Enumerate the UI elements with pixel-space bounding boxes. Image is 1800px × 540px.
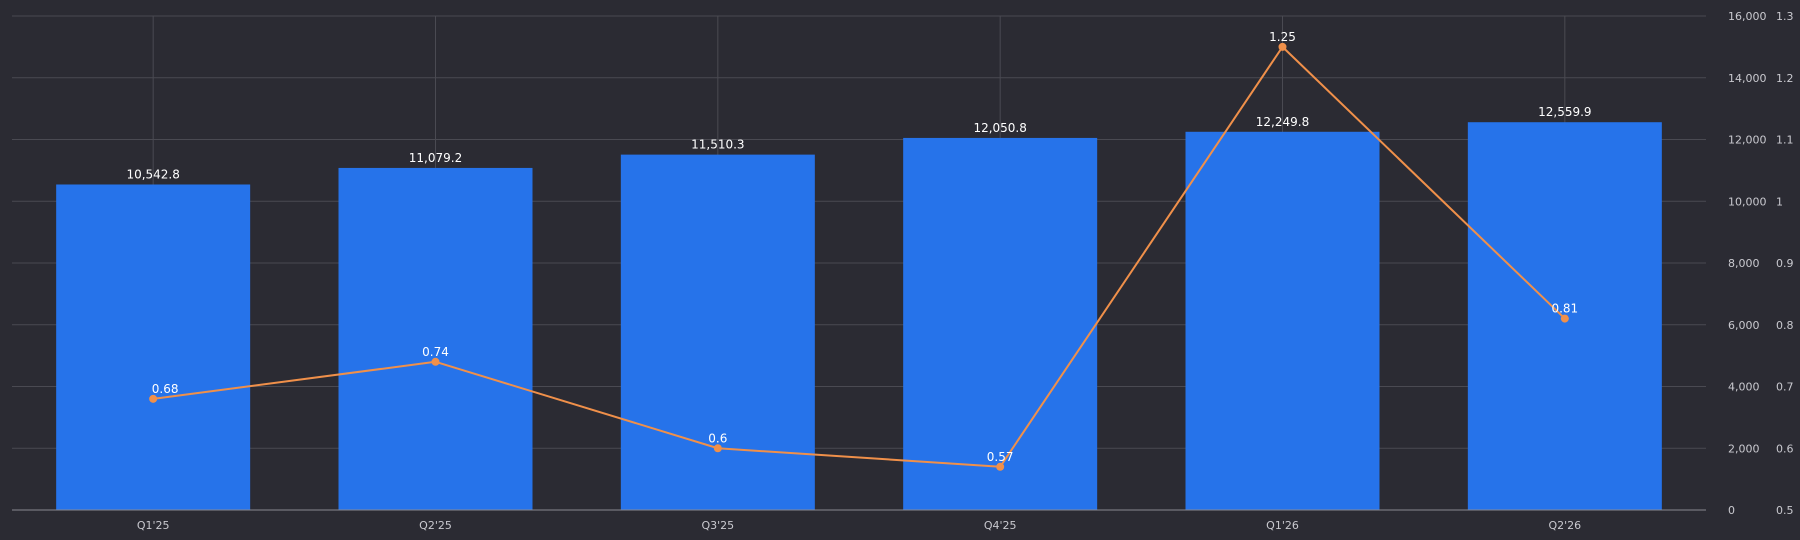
x-tick-label: Q2'26 [1548, 519, 1581, 532]
line-value-label: 0.68 [152, 382, 179, 396]
line-value-label: 0.74 [422, 345, 449, 359]
line-point [713, 444, 722, 453]
line-series [149, 42, 1569, 471]
y-right-tick-label: 1 [1776, 195, 1783, 208]
bar [1185, 131, 1380, 511]
line-point [149, 394, 158, 403]
y-left-tick-label: 12,000 [1728, 134, 1767, 147]
y-left-tick-label: 8,000 [1728, 257, 1760, 270]
x-tick-label: Q4'25 [984, 519, 1017, 532]
line-point [996, 462, 1005, 471]
x-tick-label: Q2'25 [419, 519, 452, 532]
y-right-tick-label: 1.2 [1776, 72, 1794, 85]
line-value-label: 0.57 [987, 450, 1014, 464]
y-left-tick-label: 2,000 [1728, 442, 1760, 455]
y-left-tick-label: 0 [1728, 504, 1735, 517]
y-left-tick-label: 6,000 [1728, 319, 1760, 332]
bar [56, 184, 251, 511]
y-left-tick-label: 14,000 [1728, 72, 1767, 85]
y-right-tick-label: 0.8 [1776, 319, 1794, 332]
line-value-label: 1.25 [1269, 30, 1296, 44]
x-tick-label: Q1'26 [1266, 519, 1299, 532]
data-labels: 10,542.8 11,079.2 11,510.3 12,050.8 12,249.8… [126, 30, 1591, 464]
y-right-tick-label: 0.9 [1776, 257, 1794, 270]
x-tick-label: Q1'25 [137, 519, 170, 532]
bar-value-label: 11,079.2 [409, 151, 462, 165]
bar-value-label: 12,559.9 [1538, 105, 1591, 119]
bar [620, 154, 815, 510]
y-right-tick-label: 1.1 [1776, 134, 1794, 147]
y-right-tick-label: 1.3 [1776, 10, 1794, 23]
line-point [1278, 42, 1287, 51]
bar-value-label: 12,050.8 [973, 121, 1026, 135]
x-tick-label: Q3'25 [701, 519, 734, 532]
line-series-path [153, 45, 1566, 468]
bar [903, 137, 1098, 510]
grid-lines [12, 15, 1706, 510]
line-value-label: 0.6 [708, 431, 727, 445]
line-point [1560, 314, 1569, 323]
axes: 0 0.5 2,000 0.6 4,000 0.7 6,000 0.8 8,000 0.9 10,0… [12, 10, 1794, 532]
y-left-tick-label: 4,000 [1728, 381, 1760, 394]
y-right-tick-label: 0.6 [1776, 442, 1794, 455]
y-right-tick-label: 0.7 [1776, 381, 1794, 394]
y-left-tick-label: 16,000 [1728, 10, 1767, 23]
y-left-tick-label: 10,000 [1728, 195, 1767, 208]
bar-value-label: 10,542.8 [126, 167, 179, 181]
bar [338, 167, 533, 511]
bar-value-label: 12,249.8 [1256, 115, 1309, 129]
bar-value-label: 11,510.3 [691, 138, 744, 152]
y-right-tick-label: 0.5 [1776, 504, 1794, 517]
line-point [431, 357, 440, 366]
line-value-label: 0.81 [1551, 302, 1578, 316]
